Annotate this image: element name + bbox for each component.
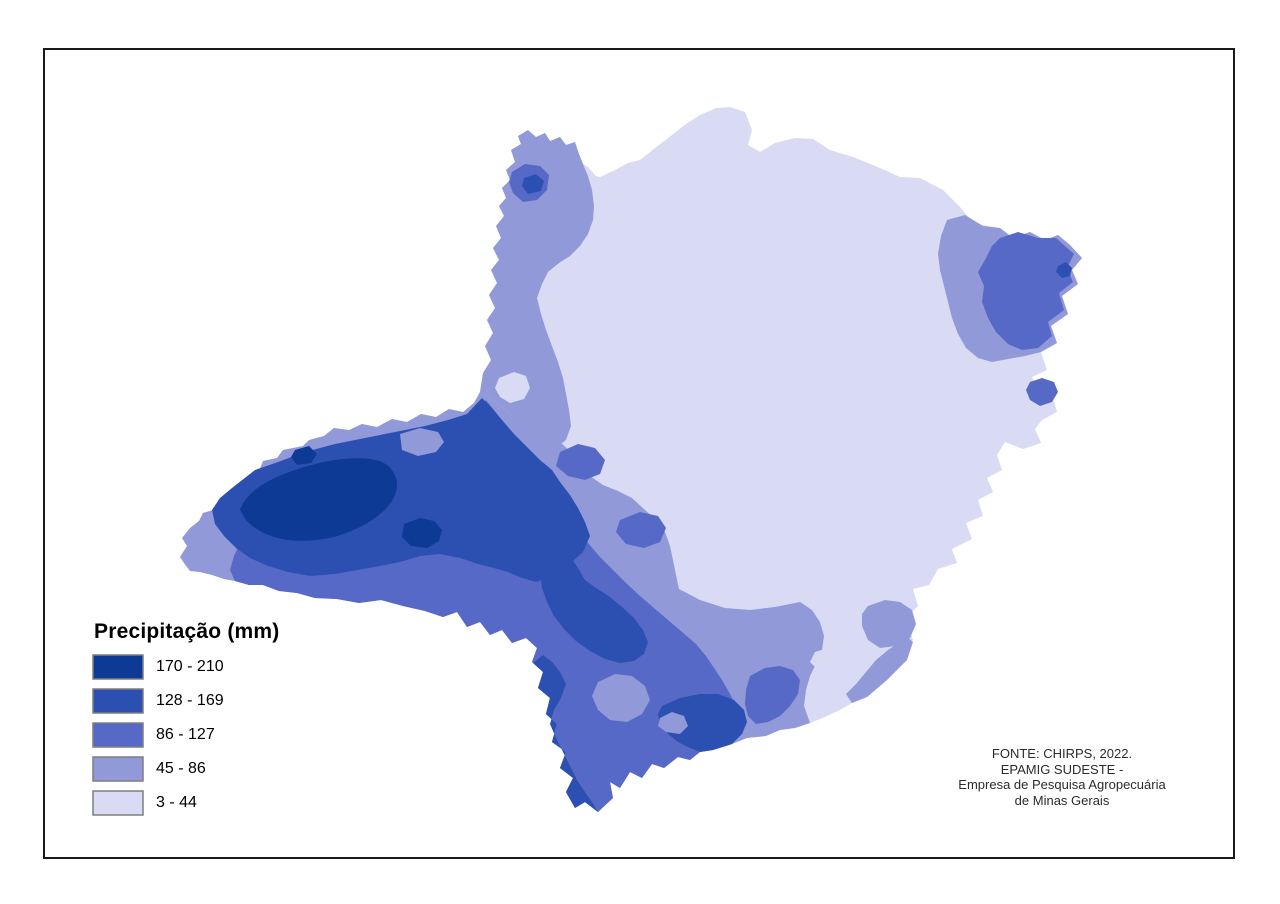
map-layer-lightest-islands: [495, 372, 840, 672]
precip-island-nw-light: [495, 372, 530, 403]
precip-region-east-patch: [862, 600, 916, 648]
legend-swatch-color-45-86: [92, 756, 144, 782]
source-line: FONTE: CHIRPS, 2022.: [991, 746, 1133, 761]
precip-region-se-patch: [745, 666, 800, 724]
precip-island-se-light: [810, 648, 840, 672]
legend-item-label: 3 - 44: [156, 794, 197, 811]
precip-region-transition-island-2: [616, 512, 666, 548]
map-legend: Precipitação (mm) 170 - 210 128 - 169 86…: [92, 620, 372, 824]
legend-item-label: 86 - 127: [156, 726, 215, 743]
legend-swatch: [92, 688, 144, 714]
map-layer-170-210: [240, 446, 442, 548]
legend-item: 128 - 169: [92, 688, 372, 714]
precip-region-transition-island-1: [556, 444, 605, 480]
precip-region-south-dark: [540, 548, 648, 663]
legend-swatch: [92, 790, 144, 816]
precip-core-west-second: [402, 518, 442, 548]
legend-item: 45 - 86: [92, 756, 372, 782]
source-line: EPAMIG SUDESTE -: [1000, 761, 1124, 777]
precip-island-south-1: [592, 674, 650, 722]
legend-item-label: 170 - 210: [156, 658, 224, 675]
legend-swatch: [92, 654, 144, 680]
map-layer-light-islands: [400, 428, 688, 734]
precip-core-west-spot: [291, 446, 317, 465]
source-line: Empresa de Pesquisa Agropecuária: [958, 777, 1166, 792]
precip-region-se-dark: [658, 694, 747, 752]
source-line: de Minas Gerais: [1014, 792, 1110, 808]
precip-region-ne-core: [978, 232, 1074, 350]
legend-swatch-color-3-44: [92, 790, 144, 816]
precip-region-arm-spot: [522, 174, 544, 194]
legend-swatch-color-170-210: [92, 654, 144, 680]
legend-swatch-color-128-169: [92, 688, 144, 714]
map-layer-3-44: [180, 107, 1082, 812]
legend-swatch: [92, 756, 144, 782]
precip-island-wedge-top: [400, 428, 444, 456]
state-outline-minas-gerais: [180, 107, 1082, 812]
precip-region-se-coast-strip: [846, 636, 913, 703]
precip-region-nw-arm: [480, 130, 594, 448]
precip-region-ne-spot: [1056, 262, 1072, 278]
precip-region-tail-dark: [533, 655, 598, 812]
precip-core-west-main: [240, 458, 398, 541]
legend-item: 3 - 44: [92, 790, 372, 816]
precip-region-east-dot: [1026, 378, 1058, 406]
legend-swatch: [92, 722, 144, 748]
legend-item: 86 - 127: [92, 722, 372, 748]
legend-item-label: 128 - 169: [156, 692, 224, 709]
legend-swatch-color-86-127: [92, 722, 144, 748]
map-source-credit: FONTE: CHIRPS, 2022. EPAMIG SUDESTE - Em…: [936, 746, 1188, 808]
legend-item: 170 - 210: [92, 654, 372, 680]
legend-item-label: 45 - 86: [156, 760, 206, 777]
precip-island-south-2: [658, 712, 688, 734]
legend-title: Precipitação (mm): [94, 620, 280, 643]
